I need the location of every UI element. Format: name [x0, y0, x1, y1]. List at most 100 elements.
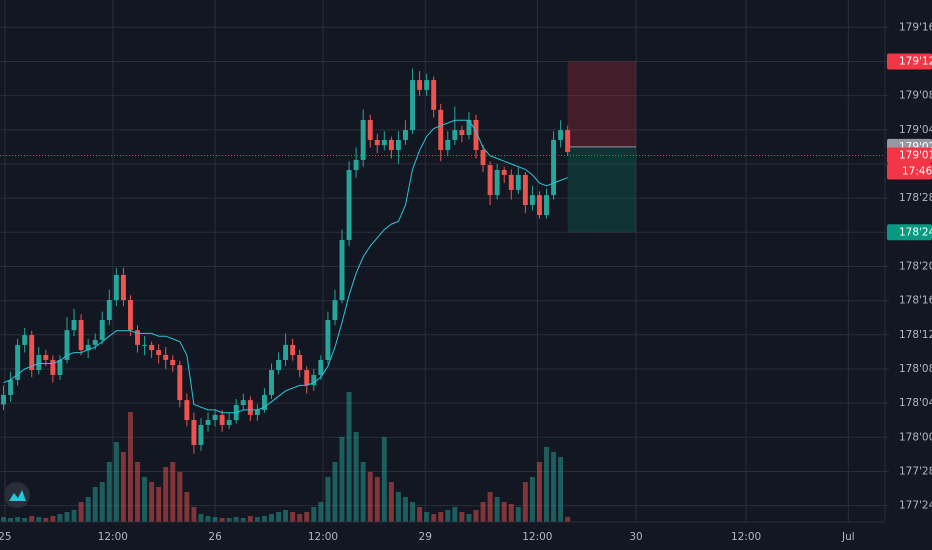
- candle-body: [276, 359, 282, 371]
- volume-bar: [15, 517, 21, 522]
- volume-bar: [353, 432, 359, 522]
- volume-bar: [50, 516, 56, 522]
- x-tick-label: 26: [208, 531, 222, 543]
- candle-body: [508, 174, 514, 190]
- candle-body: [558, 130, 564, 140]
- price-label-bg: [887, 53, 932, 70]
- volume-bar: [445, 510, 451, 522]
- volume-bar: [254, 517, 260, 522]
- volume-bar: [64, 512, 70, 522]
- volume-bar: [120, 452, 126, 522]
- volume-bar: [544, 447, 549, 522]
- volume-bar: [466, 514, 472, 522]
- volume-bar: [205, 516, 211, 522]
- logo-icon[interactable]: [9, 490, 26, 501]
- logo-circle[interactable]: [4, 482, 30, 508]
- candle-body: [438, 109, 444, 151]
- volume-bar: [410, 502, 415, 522]
- volume-bar: [85, 497, 91, 522]
- volume-bar: [170, 462, 176, 522]
- stop-zone: [567, 61, 637, 147]
- y-tick-label: 178'20: [899, 260, 932, 272]
- price-label: 179'01: [899, 149, 932, 161]
- x-tick-label: Jul: [841, 531, 855, 543]
- volume-bar: [156, 487, 162, 522]
- candle-body: [120, 274, 126, 301]
- candle-body: [565, 130, 571, 152]
- candle-body: [135, 330, 140, 345]
- volume-bar: [494, 497, 500, 522]
- volume-bar: [78, 502, 84, 522]
- volume-bar: [290, 512, 296, 522]
- candle-body: [50, 359, 56, 375]
- candle-body: [480, 150, 486, 166]
- candle-body: [424, 80, 430, 90]
- volume-bar: [149, 482, 155, 522]
- candle-body: [177, 365, 183, 401]
- volume-bar: [431, 514, 437, 522]
- candle-body: [219, 414, 225, 425]
- volume-bar: [395, 492, 401, 522]
- volume-bar: [473, 510, 479, 522]
- candle-body: [127, 300, 133, 331]
- volume-bar: [219, 518, 225, 522]
- volume-bar: [22, 518, 28, 522]
- x-tick-label: 30: [629, 531, 642, 543]
- x-tick-label: 12:00: [308, 531, 338, 543]
- candle-body: [388, 139, 394, 151]
- volume-bar: [332, 462, 338, 522]
- volume-bar: [388, 482, 394, 522]
- volume-bar: [311, 507, 317, 522]
- candle-body: [529, 195, 535, 205]
- candle-body: [64, 330, 70, 360]
- candle-body: [522, 174, 528, 205]
- candle-body: [184, 400, 190, 421]
- candle-body: [205, 420, 211, 425]
- y-tick-label: 178'16: [899, 295, 932, 307]
- volume-bar: [297, 514, 303, 522]
- y-tick-label: 178'04: [899, 397, 932, 409]
- volume-bar: [339, 437, 345, 522]
- logo[interactable]: [4, 482, 30, 508]
- y-tick-label: 178'08: [899, 363, 932, 375]
- candle-body: [170, 359, 176, 366]
- volume-bar: [508, 504, 514, 522]
- candle-body: [290, 344, 296, 356]
- volume-bar: [163, 467, 169, 522]
- volume-bar: [381, 437, 387, 522]
- candle-body: [403, 130, 408, 140]
- volume-bar: [226, 518, 232, 522]
- volume-bar: [261, 516, 267, 522]
- candle-body: [43, 355, 49, 360]
- candle-body: [318, 359, 324, 375]
- volume-bar: [501, 502, 507, 522]
- volume-bar: [452, 507, 458, 522]
- candle-body: [163, 355, 169, 360]
- candle-body: [240, 400, 246, 406]
- candle-body: [106, 300, 112, 321]
- candle-body: [99, 320, 105, 340]
- volume-bar: [558, 457, 564, 522]
- volume-bar: [417, 507, 423, 522]
- price-label-bg: [887, 224, 932, 241]
- candle-body: [261, 394, 267, 410]
- grid: [0, 0, 885, 522]
- candle-body: [254, 409, 260, 415]
- candle-body: [283, 344, 289, 360]
- position-tool: [0, 61, 885, 233]
- volume-bar: [565, 517, 571, 522]
- volume-bar: [487, 492, 493, 522]
- candle-body: [360, 119, 366, 160]
- candle-body: [92, 339, 98, 345]
- volume-bar: [142, 477, 148, 522]
- volume-bar: [177, 472, 183, 522]
- volume-bar: [99, 482, 105, 522]
- x-tick-label: 12:00: [98, 531, 128, 543]
- y-tick-label: 179'08: [899, 90, 932, 102]
- candle-body: [71, 320, 77, 331]
- volume-bar: [184, 492, 190, 522]
- volume-bar: [269, 514, 274, 522]
- volume-bar: [276, 512, 282, 522]
- volume-layer: [1, 392, 571, 522]
- volume-bar: [522, 482, 528, 522]
